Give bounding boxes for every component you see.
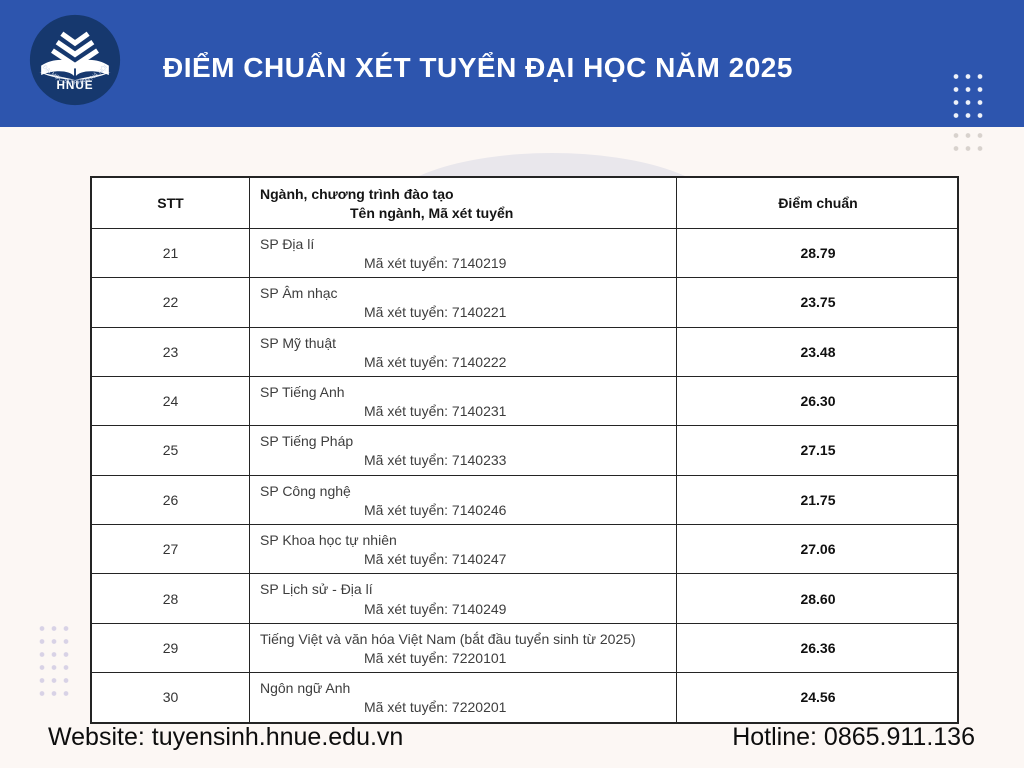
program-code: Mã xét tuyển: 7140231 [364, 403, 507, 420]
open-book-icon [51, 31, 99, 69]
program-code: Mã xét tuyển: 7140222 [364, 353, 507, 370]
row-score: 21.75 [677, 476, 959, 526]
dot-grid-top-right [950, 70, 988, 123]
program-name: SP Tiếng Pháp [260, 433, 354, 450]
row-stt: 29 [92, 623, 250, 674]
col-header-stt: STT [92, 178, 250, 229]
row-score: 26.30 [677, 377, 959, 427]
table-row: 25 SP Tiếng Pháp Mã xét tuyển: 7140233 2… [92, 426, 959, 476]
program-name: SP Tiếng Anh [260, 383, 345, 400]
program-code: Mã xét tuyển: 7140219 [364, 254, 507, 271]
row-score: 26.36 [677, 624, 959, 674]
row-score: 27.15 [677, 426, 959, 476]
program-name: SP Công nghệ [260, 482, 351, 499]
table-row: 26 SP Công nghệ Mã xét tuyển: 7140246 21… [92, 475, 959, 526]
table-row: 22 SP Âm nhạc Mã xét tuyển: 7140221 23.7… [92, 278, 959, 328]
program-name: Tiếng Việt và văn hóa Việt Nam (bắt đầu … [260, 630, 636, 647]
row-score: 27.06 [677, 525, 959, 575]
footer-hotline: Hotline: 0865.911.136 [732, 723, 975, 751]
col-header-diem: Điểm chuẩn [677, 178, 959, 229]
table-row: 27 SP Khoa học tự nhiên Mã xét tuyển: 71… [92, 525, 959, 575]
row-score: 24.56 [800, 689, 836, 706]
table-header-row: STT Ngành, chương trình đào tạo Tên ngàn… [92, 178, 959, 229]
program-code: Mã xét tuyển: 7140247 [364, 551, 507, 568]
row-stt: 30 [92, 673, 250, 722]
header-banner: HNUE ĐẠI HỌC SƯ PHẠM HÀ NỘI ĐIỂM CHUẨN X… [0, 0, 1024, 127]
row-stt: 25 [92, 426, 250, 476]
row-stt: 26 [92, 475, 250, 526]
row-stt: 22 [92, 278, 250, 328]
row-stt: 24 [92, 376, 250, 427]
program-name: SP Địa lí [260, 235, 315, 252]
table-row: 21 SP Địa lí Mã xét tuyển: 7140219 28.79 [92, 228, 959, 279]
footer-website: Website: tuyensinh.hnue.edu.vn [48, 723, 404, 751]
dot-grid-bottom-left [36, 622, 74, 702]
program-code: Mã xét tuyển: 7220101 [364, 649, 507, 666]
table-row: 28 SP Lịch sử - Địa lí Mã xét tuyển: 714… [92, 574, 959, 624]
logo-circle [29, 14, 121, 106]
row-stt: 23 [92, 327, 250, 377]
table-row: 29 Tiếng Việt và văn hóa Việt Nam (bắt đ… [92, 623, 959, 674]
table-row: 24 SP Tiếng Anh Mã xét tuyển: 7140231 26… [92, 376, 959, 427]
row-score: 23.48 [677, 328, 959, 377]
row-stt: 21 [92, 228, 250, 279]
program-code: Mã xét tuyển: 7140246 [364, 501, 507, 518]
table-row: 23 SP Mỹ thuật Mã xét tuyển: 7140222 23.… [92, 327, 959, 377]
table-row: 30 Ngôn ngữ Anh Mã xét tuyển: 7220201 24… [92, 673, 957, 722]
logo-acronym: HNUE [56, 79, 93, 92]
col-header-nganh-line2: Tên ngành, Mã xét tuyển [350, 204, 514, 221]
program-name: SP Khoa học tự nhiên [260, 532, 397, 549]
program-name: SP Lịch sử - Địa lí [260, 581, 373, 598]
row-score: 23.75 [677, 278, 959, 328]
program-code: Mã xét tuyển: 7140249 [364, 600, 507, 617]
dot-grid-under-banner [950, 129, 988, 156]
row-stt: 27 [92, 525, 250, 575]
program-code: Mã xét tuyển: 7140221 [364, 304, 507, 321]
row-score: 28.79 [677, 229, 959, 279]
program-code: Mã xét tuyển: 7220201 [364, 699, 507, 716]
col-header-nganh-line1: Ngành, chương trình đào tạo [260, 186, 454, 202]
hnue-logo: HNUE ĐẠI HỌC SƯ PHẠM HÀ NỘI [29, 14, 121, 106]
page-title: ĐIỂM CHUẨN XÉT TUYỂN ĐẠI HỌC NĂM 2025 [163, 52, 793, 83]
scores-table: STT Ngành, chương trình đào tạo Tên ngàn… [90, 176, 959, 724]
row-stt: 28 [92, 574, 250, 624]
row-score: 28.60 [677, 574, 959, 624]
col-header-nganh: Ngành, chương trình đào tạo Tên ngành, M… [250, 178, 677, 229]
program-name: Ngôn ngữ Anh [260, 680, 351, 697]
program-name: SP Mỹ thuật [260, 334, 337, 351]
program-code: Mã xét tuyển: 7140233 [364, 452, 507, 469]
open-book-base [39, 59, 111, 80]
program-name: SP Âm nhạc [260, 285, 338, 302]
